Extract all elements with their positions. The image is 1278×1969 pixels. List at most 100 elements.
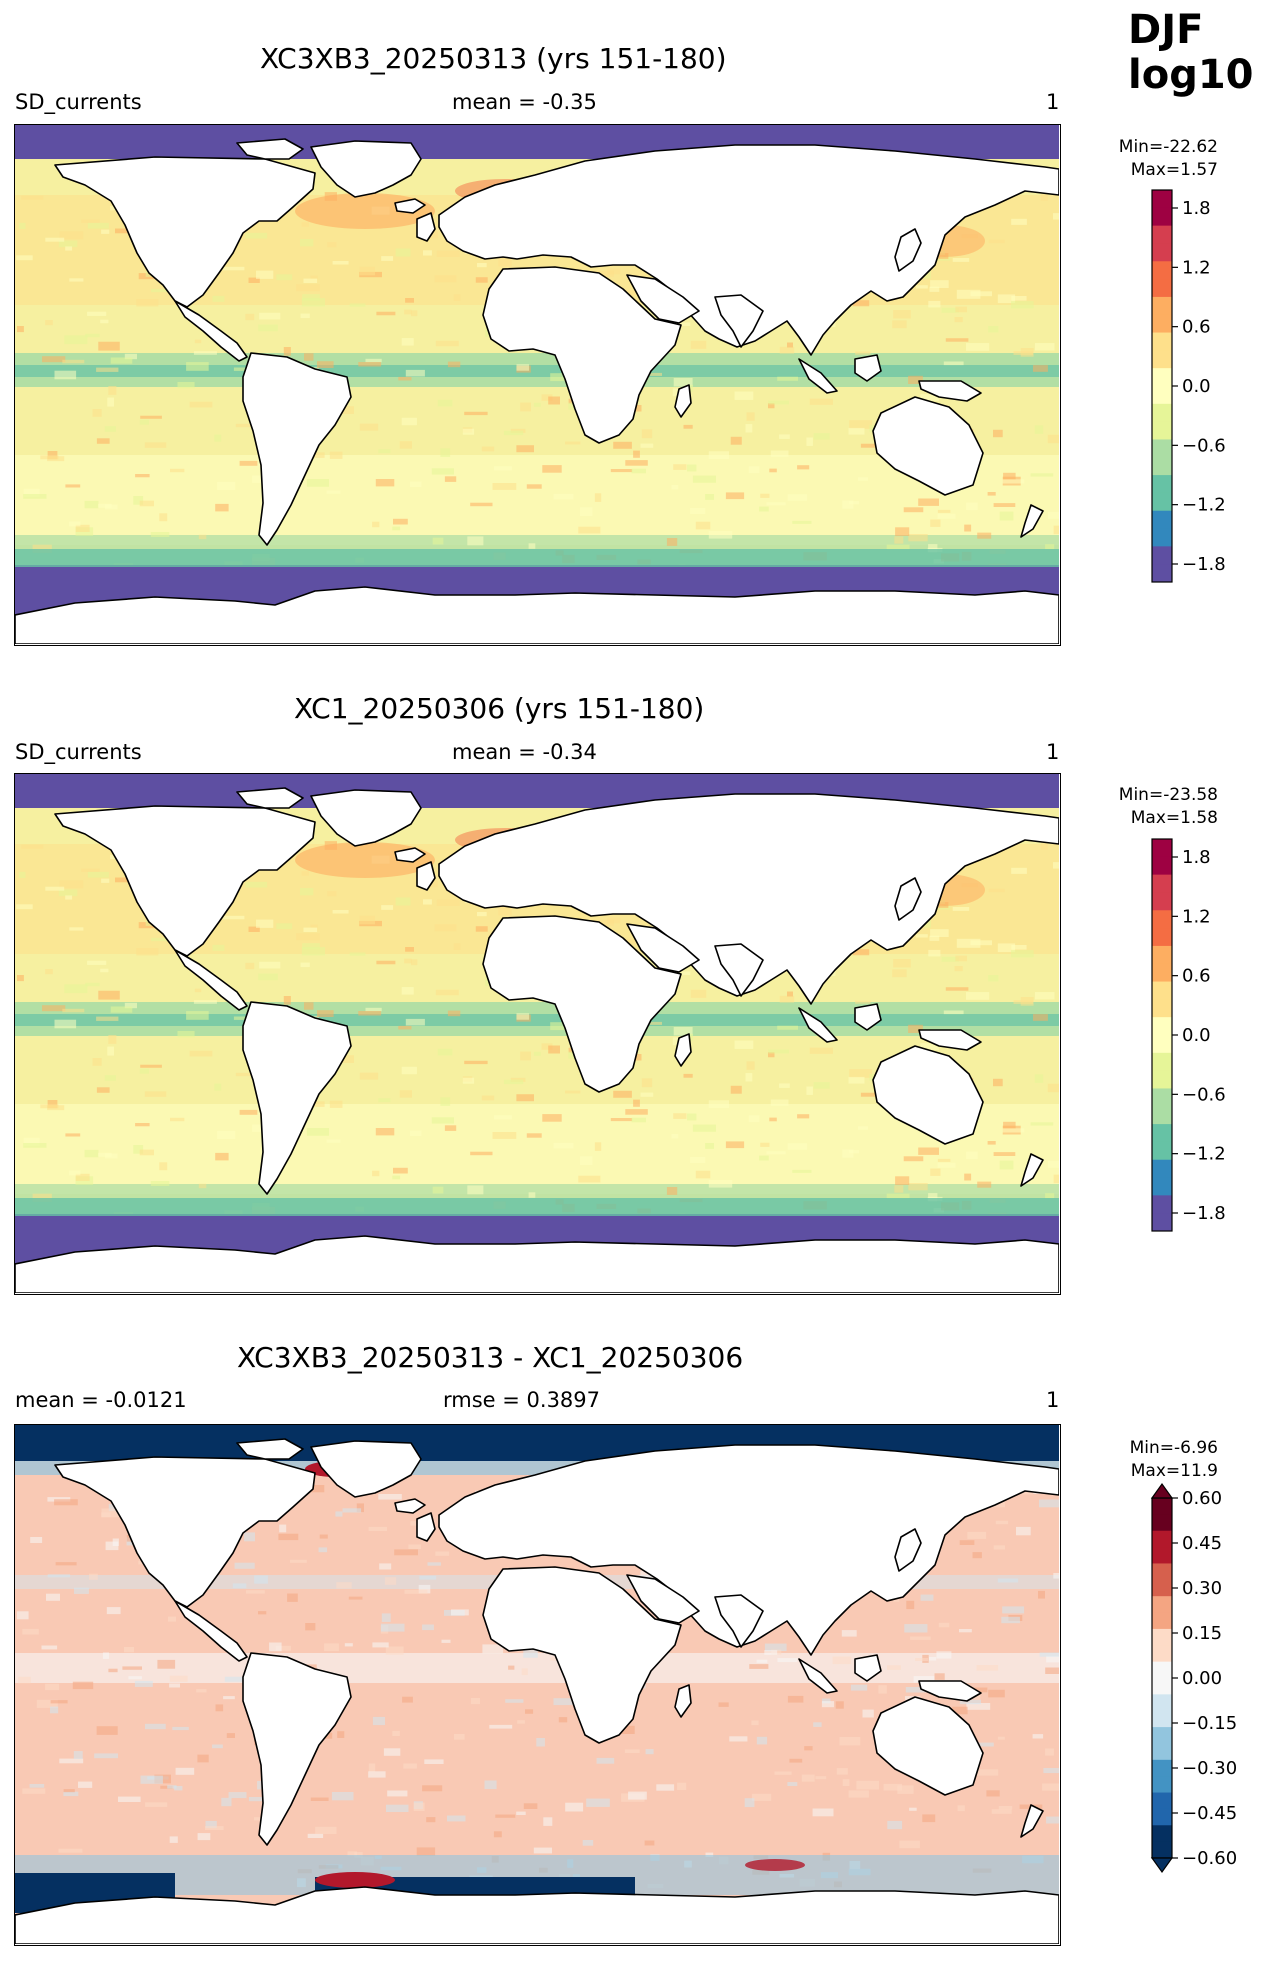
- land-new-zealand: [1020, 1153, 1044, 1187]
- colorbar-tick-label: 0.45: [1182, 1533, 1222, 1554]
- colorbar-segment: [1152, 1808, 1172, 1826]
- colorbar-tick-label: −0.15: [1182, 1713, 1237, 1734]
- colorbar-segment: [1152, 207, 1172, 227]
- panel-1-center-label: mean = -0.35: [452, 90, 597, 114]
- colorbar-tick-label: 0.30: [1182, 1578, 1222, 1599]
- land-canadian-islands: [236, 1438, 304, 1460]
- colorbar-tick-label: −1.2: [1182, 495, 1226, 516]
- land-india: [714, 943, 764, 997]
- colorbar-segment: [1152, 1106, 1172, 1125]
- colorbar-segment: [1152, 243, 1172, 262]
- continents: [15, 138, 1059, 644]
- colorbar-segment: [1152, 1088, 1172, 1107]
- colorbar-tick-label: 0.0: [1182, 1025, 1211, 1046]
- colorbar-tick-label: 0.6: [1182, 966, 1211, 987]
- land-south-america: [242, 1652, 352, 1846]
- land-iceland: [394, 847, 426, 863]
- colorbar-segment: [1152, 546, 1172, 565]
- land-australia: [872, 396, 984, 496]
- colorbar-segment: [1152, 1743, 1172, 1761]
- panel-2-map-svg: [15, 774, 1059, 1293]
- colorbar-segment: [1152, 368, 1172, 387]
- land-britain: [416, 861, 436, 891]
- colorbar-tick-label: −1.8: [1182, 1203, 1226, 1224]
- panel-3-title: XC3XB3_20250313 - XC1_20250306: [237, 1341, 744, 1374]
- colorbar-tick-label: −0.6: [1182, 1084, 1226, 1105]
- colorbar-tick-label: 1.8: [1182, 847, 1211, 868]
- colorbar-segment: [1152, 1612, 1172, 1630]
- colorbar-segment: [1152, 1124, 1172, 1143]
- colorbar-tick-label: 1.2: [1182, 257, 1211, 278]
- land-britain: [416, 212, 436, 242]
- colorbar-segment: [1152, 439, 1172, 458]
- land-central-america: [174, 1600, 248, 1662]
- colorbar-segment: [1152, 981, 1172, 1000]
- colorbar-segment: [1152, 928, 1172, 947]
- colorbar-segment: [1152, 1694, 1172, 1712]
- colorbar-tick-label: 0.6: [1182, 317, 1211, 338]
- colorbar-segment: [1152, 510, 1172, 530]
- colorbar-segment: [1152, 296, 1172, 316]
- panel-2-max: Max=1.58: [1130, 808, 1218, 828]
- colorbar-segment: [1152, 874, 1172, 893]
- colorbar-segment: [1152, 1678, 1172, 1695]
- colorbar-segment: [1152, 314, 1172, 334]
- colorbar-segment: [1152, 999, 1172, 1018]
- land-south-america: [242, 1001, 352, 1195]
- land-madagascar: [674, 384, 692, 418]
- land-greenland: [310, 1440, 422, 1498]
- land-sumatra: [798, 358, 838, 394]
- panel-2-min: Min=-23.58: [1118, 785, 1218, 805]
- land-europe-asia: [438, 1444, 1059, 1656]
- land-arabia: [626, 923, 700, 973]
- colorbar-segment: [1152, 1052, 1172, 1072]
- colorbar-segment: [1152, 475, 1172, 494]
- land-iceland: [394, 198, 426, 214]
- colorbar-segment: [1152, 386, 1172, 405]
- land-central-america: [174, 300, 248, 362]
- land-borneo: [854, 1003, 882, 1031]
- colorbar-segment: [1152, 421, 1172, 440]
- colorbar-segment: [1152, 1579, 1172, 1597]
- panel-3-min: Min=-6.96: [1129, 1438, 1218, 1458]
- panel-2-title: XC1_20250306 (yrs 151-180): [294, 692, 705, 725]
- continents: [15, 787, 1059, 1293]
- colorbar-segment: [1152, 910, 1172, 929]
- land-central-america: [174, 949, 248, 1011]
- colorbar-segment: [1152, 279, 1172, 298]
- land-sumatra: [798, 1658, 838, 1694]
- colorbar-segment: [1152, 1792, 1172, 1810]
- panel-3-left-label: mean = -0.0121: [15, 1388, 187, 1412]
- colorbar-segment: [1152, 1498, 1172, 1515]
- panel-3-map: [14, 1424, 1061, 1946]
- land-north-america: [54, 805, 316, 957]
- colorbar-tick-label: 0.60: [1182, 1488, 1222, 1509]
- panel-1-left-label: SD_currents: [15, 90, 142, 114]
- panel-3-map-svg: [15, 1425, 1059, 1944]
- land-borneo: [854, 354, 882, 382]
- colorbar-segment: [1152, 839, 1172, 858]
- colorbar-segment: [1152, 1070, 1172, 1089]
- land-britain: [416, 1512, 436, 1542]
- land-antarctica: [15, 1235, 1059, 1293]
- colorbar-segment: [1152, 1017, 1172, 1036]
- colorbar-tick-label: −0.6: [1182, 435, 1226, 456]
- panel-3-max: Max=11.9: [1130, 1461, 1218, 1481]
- colorbar-segment: [1152, 1841, 1172, 1859]
- colorbar-segment: [1152, 1710, 1172, 1728]
- land-new-guinea: [918, 1680, 982, 1702]
- land-africa: [482, 1566, 682, 1744]
- season-text: DJF: [1128, 7, 1204, 53]
- colorbar-segment: [1152, 1727, 1172, 1744]
- land-madagascar: [674, 1033, 692, 1067]
- colorbar-tick-label: 0.0: [1182, 376, 1211, 397]
- colorbar-segment: [1152, 1530, 1172, 1548]
- land-new-zealand: [1020, 504, 1044, 538]
- colorbar-segment: [1152, 1825, 1172, 1843]
- panel-2-colorbar: 1.8 1.2 0.6 0.0 −0.6 −1.2 −1.8: [1151, 838, 1226, 1232]
- land-arabia: [626, 1574, 700, 1624]
- land-europe-asia: [438, 144, 1059, 356]
- colorbar-segment: [1152, 1159, 1172, 1179]
- colorbar-segment: [1152, 350, 1172, 369]
- colorbar-segment: [1152, 1776, 1172, 1794]
